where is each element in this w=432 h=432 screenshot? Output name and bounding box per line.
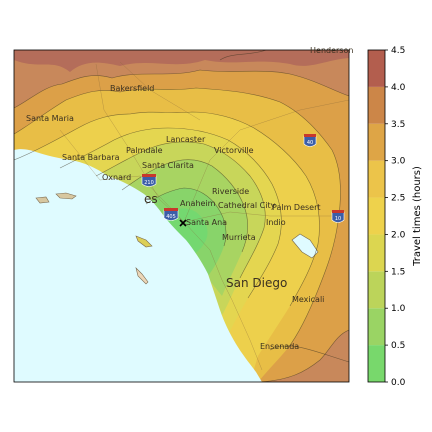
place-label-murrieta: Murrieta (222, 233, 256, 242)
island-san-clemente (135, 267, 149, 285)
x-marker (179, 219, 187, 227)
place-label-cathedral-city: Cathedral City (218, 201, 276, 210)
map-frame (13, 49, 350, 383)
place-label-indio: Indio (266, 218, 286, 227)
colorbar-band-7 (368, 86, 385, 124)
place-label-san-diego: San Diego (226, 276, 287, 290)
colorbar-tick-label-5: 2.5 (391, 194, 405, 204)
contour-band-0.0 (164, 208, 208, 256)
highway-shield-210: 210 (141, 174, 157, 187)
salton-sea (291, 233, 319, 259)
colorbar-band-2 (368, 271, 385, 309)
place-label-santa-clarita: Santa Clarita (142, 161, 194, 170)
place-label-bakersfield: Bakersfield (110, 84, 154, 93)
place-label-lancaster: Lancaster (166, 135, 206, 144)
svg-text:405: 405 (166, 214, 176, 220)
colorbar-band-0 (368, 345, 385, 382)
colorbar-bands (368, 50, 385, 382)
place-label-oxnard: Oxnard (102, 173, 131, 182)
island-santa-cruz (55, 192, 77, 200)
map-plot-area (14, 50, 349, 382)
place-label-anaheim: Anaheim (180, 199, 216, 208)
place-label-mexicali: Mexicali (292, 295, 324, 304)
svg-text:40: 40 (307, 140, 313, 146)
place-labels: Bakersfield Santa Maria Lancaster Palmda… (26, 46, 353, 351)
colorbar-band-6 (368, 123, 385, 161)
place-label-victorville: Victorville (214, 146, 254, 155)
colorbar-tick-label-0: 0.0 (391, 378, 406, 388)
place-label-riverside: Riverside (212, 187, 249, 196)
highway-shield-40: 40 (303, 134, 317, 147)
colorbar: 0.0 0.5 1.0 1.5 2.0 2.5 3.0 3.5 4.0 4.5 Travel ti… (367, 46, 423, 388)
colorbar-band-3 (368, 234, 385, 272)
colorbar-tick-label-4: 2.0 (391, 230, 406, 240)
colorbar-tick-label-8: 4.0 (391, 83, 406, 93)
contour-lines (14, 50, 349, 382)
colorbar-frame (367, 49, 386, 383)
place-label-santa-ana: Santa Ana (186, 218, 227, 227)
place-label-palmdale: Palmdale (126, 146, 163, 155)
place-label-santa-barbara: Santa Barbara (62, 153, 120, 162)
place-label-santa-maria: Santa Maria (26, 114, 74, 123)
colorbar-ticks: 0.0 0.5 1.0 1.5 2.0 2.5 3.0 3.5 4.0 4.5 (385, 46, 406, 388)
svg-text:210: 210 (144, 180, 154, 186)
place-label-ensenada: Ensenada (260, 342, 299, 351)
colorbar-tick-label-3: 1.5 (391, 267, 405, 277)
ocean (14, 149, 262, 382)
colorbar-label: Travel times (hours) (412, 166, 423, 267)
colorbar-tick-label-2: 1.0 (391, 304, 406, 314)
colorbar-band-8 (368, 50, 385, 87)
place-label-henderson-partial: Henderson (310, 46, 353, 55)
colorbar-band-5 (368, 160, 385, 198)
colorbar-band-1 (368, 308, 385, 346)
highway-shield-10: 10 (331, 210, 345, 223)
highway-shields: 40 10 405 210 (141, 134, 345, 223)
island-catalina (135, 235, 153, 248)
colorbar-band-4 (368, 197, 385, 235)
island-santa-rosa (35, 196, 50, 204)
road-network (59, 61, 349, 371)
colorbar-tick-label-6: 3.0 (391, 157, 406, 167)
place-label-palm-desert: Palm Desert (272, 203, 321, 212)
colorbar-tick-label-7: 3.5 (391, 120, 405, 130)
colorbar-tick-label-9: 4.5 (391, 46, 405, 56)
place-label-los-angeles-partial: es (144, 192, 158, 206)
colorbar-tick-label-1: 0.5 (391, 341, 405, 351)
highway-shield-405: 405 (163, 208, 179, 221)
svg-text:10: 10 (335, 216, 341, 222)
